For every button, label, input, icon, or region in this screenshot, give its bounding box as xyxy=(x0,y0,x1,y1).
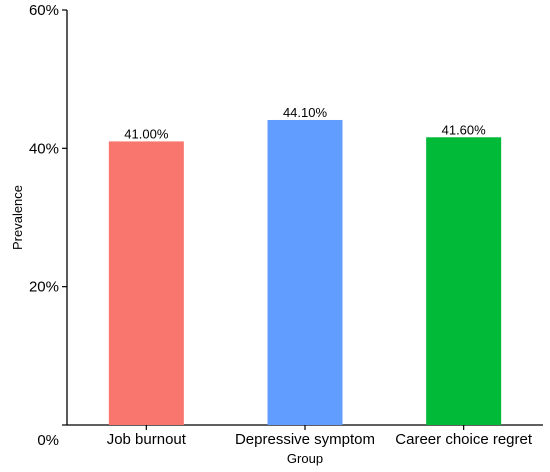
data-label: 41.60% xyxy=(442,122,487,137)
bar xyxy=(426,137,502,425)
plot-area: 0% 20% 40% 60% 41.00% Job burnout 44.10% Depres… xyxy=(29,2,543,449)
x-tick-label: Depressive symptom xyxy=(235,431,375,448)
y-tick-label: 0% xyxy=(37,432,59,449)
x-tick-label: Job burnout xyxy=(107,431,187,448)
y-tick-label: 40% xyxy=(29,140,59,157)
x-axis-title: Group xyxy=(287,451,323,466)
bar xyxy=(267,119,343,425)
data-label: 41.00% xyxy=(124,126,169,141)
x-tick-label: Career choice regret xyxy=(395,431,533,448)
y-axis-title: Prevalence xyxy=(10,185,25,250)
bar xyxy=(108,141,184,425)
data-label: 44.10% xyxy=(283,105,328,120)
y-tick-label: 60% xyxy=(29,2,59,19)
y-tick-label: 20% xyxy=(29,279,59,296)
